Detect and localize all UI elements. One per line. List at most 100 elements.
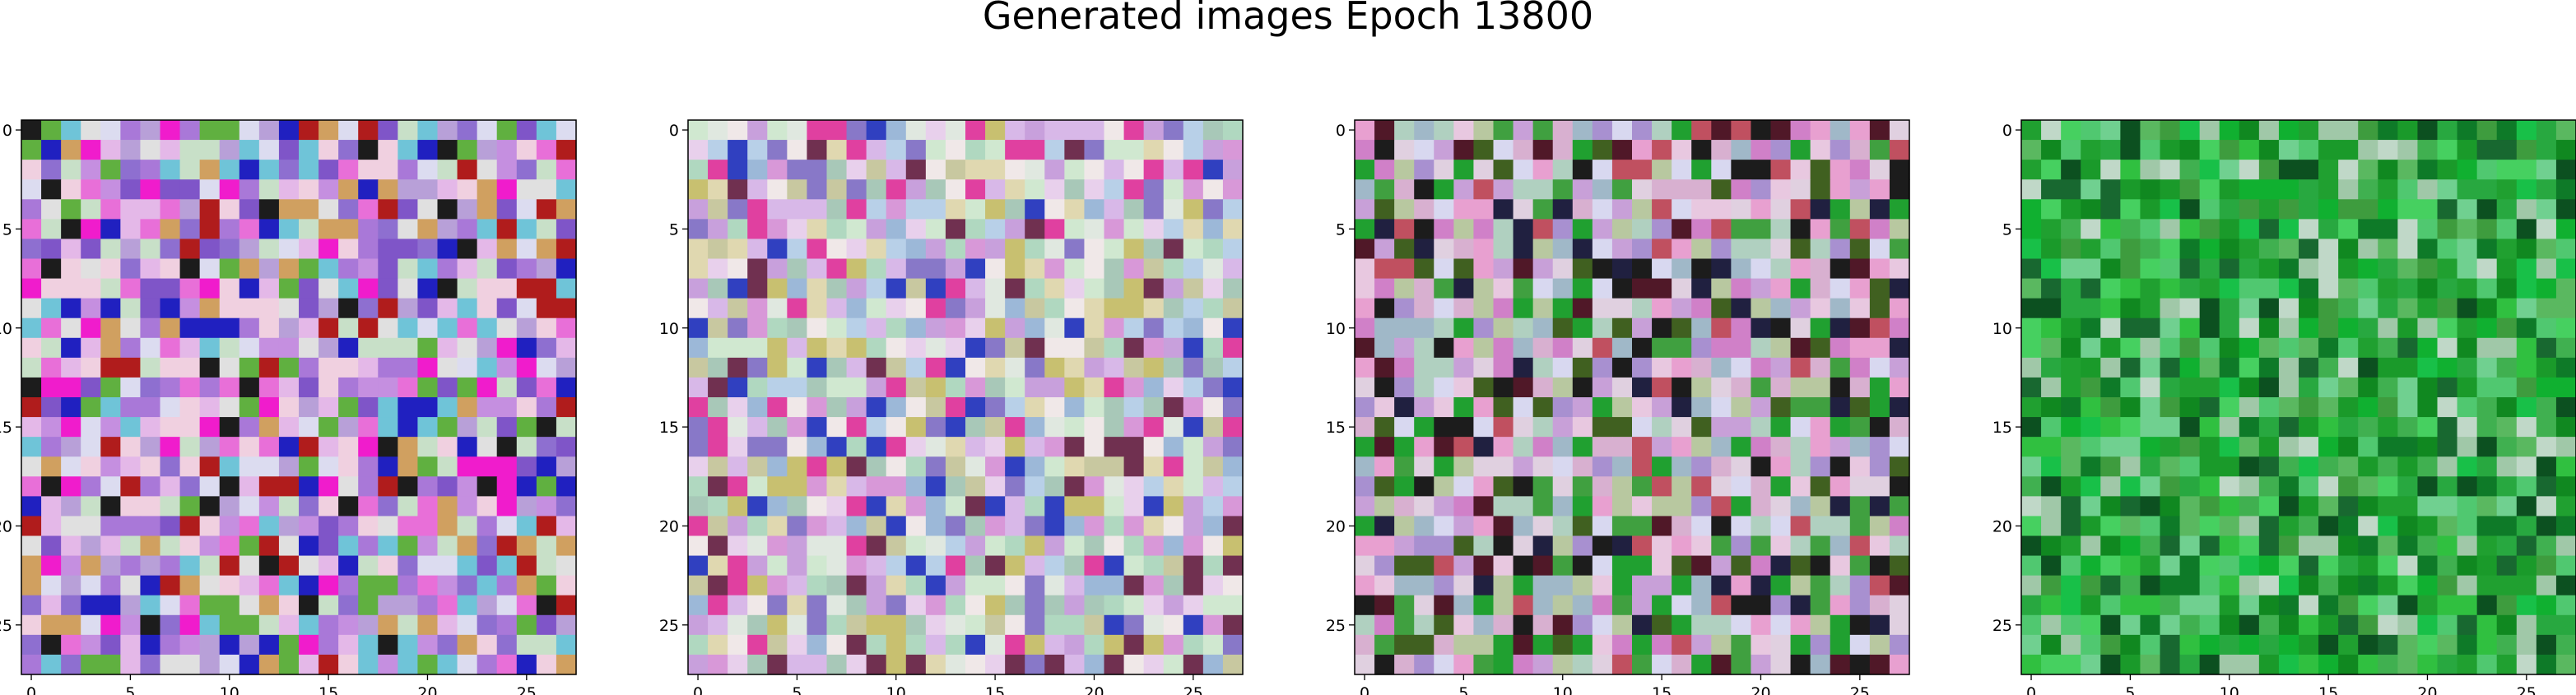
pixel-cell: [299, 120, 319, 141]
pixel-cell: [1025, 595, 1045, 616]
pixel-cell: [1731, 595, 1752, 616]
pixel-cell: [1770, 239, 1792, 260]
pixel-cell: [516, 535, 537, 557]
pixel-cell: [1044, 219, 1065, 240]
y-tick-label: 20: [0, 517, 12, 535]
pixel-cell: [1064, 278, 1086, 299]
pixel-cell: [2397, 377, 2419, 398]
pixel-cell: [728, 357, 748, 378]
pixel-cell: [140, 397, 161, 418]
pixel-cell: [516, 476, 537, 497]
pixel-cell: [866, 595, 887, 616]
pixel-cell: [1473, 575, 1495, 596]
pixel-cell: [1493, 476, 1514, 497]
pixel-cell: [2021, 317, 2042, 339]
pixel-cell: [516, 239, 537, 260]
pixel-cell: [1104, 516, 1125, 537]
pixel-cell: [1830, 397, 1851, 418]
pixel-cell: [708, 417, 728, 438]
pixel-cell: [708, 199, 728, 220]
pixel-cell: [1123, 179, 1145, 200]
pixel-cell: [1163, 298, 1184, 319]
pixel-cell: [2516, 298, 2537, 319]
pixel-cell: [1672, 456, 1692, 477]
pixel-cell: [688, 317, 709, 339]
pixel-cell: [278, 160, 300, 180]
pixel-cell: [1104, 634, 1125, 656]
pixel-cell: [2496, 258, 2518, 280]
pixel-cell: [239, 317, 260, 339]
pixel-cell: [2457, 456, 2478, 477]
pixel-cell: [1552, 120, 1574, 141]
pixel-cell: [1592, 516, 1613, 537]
pixel-cell: [1355, 258, 1375, 280]
pixel-cell: [1731, 456, 1752, 477]
pixel-cell: [1183, 179, 1204, 200]
pixel-cell: [1652, 179, 1672, 200]
pixel-cell: [1434, 377, 1454, 398]
pixel-cell: [1355, 417, 1375, 438]
pixel-cell: [2061, 298, 2081, 319]
pixel-cell: [1849, 555, 1871, 577]
pixel-cell: [826, 417, 848, 438]
pixel-cell: [1652, 456, 1672, 477]
pixel-cell: [2358, 160, 2378, 180]
pixel-cell: [2318, 476, 2339, 497]
pixel-cell: [2021, 397, 2042, 418]
pixel-cell: [1532, 160, 1554, 180]
pixel-cell: [2516, 317, 2537, 339]
pixel-cell: [2278, 219, 2299, 240]
pixel-cell: [2239, 634, 2260, 656]
pixel-cell: [1889, 219, 1910, 240]
pixel-cell: [1830, 199, 1851, 220]
pixel-cell: [846, 179, 867, 200]
pixel-cell: [1513, 140, 1534, 160]
pixel-cell: [179, 219, 201, 240]
pixel-cell: [1552, 357, 1574, 378]
pixel-cell: [1552, 239, 1574, 260]
pixel-cell: [319, 258, 339, 280]
pixel-cell: [2476, 219, 2498, 240]
pixel-cell: [886, 357, 907, 378]
pixel-cell: [965, 535, 986, 557]
y-tick-label: 20: [1326, 517, 1346, 535]
pixel-cell: [319, 397, 339, 418]
pixel-cell: [1751, 634, 1772, 656]
pixel-cell: [1770, 634, 1792, 656]
pixel-cell: [1632, 298, 1653, 319]
pixel-cell: [41, 160, 62, 180]
pixel-cell: [2338, 337, 2359, 359]
pixel-cell: [2081, 219, 2101, 240]
pixel-cell: [807, 337, 828, 359]
pixel-cell: [398, 575, 419, 596]
pixel-cell: [1532, 140, 1554, 160]
pixel-cell: [556, 120, 577, 141]
pixel-cell: [1711, 357, 1732, 378]
pixel-cell: [886, 179, 907, 200]
pixel-cell: [358, 476, 379, 497]
pixel-cell: [437, 377, 458, 398]
pixel-cell: [120, 199, 142, 220]
pixel-cell: [1830, 377, 1851, 398]
pixel-cell: [925, 397, 946, 418]
pixel-cell: [787, 298, 808, 319]
pixel-cell: [925, 120, 946, 141]
pixel-cell: [2041, 120, 2062, 141]
pixel-cell: [1493, 199, 1514, 220]
pixel-cell: [2476, 160, 2498, 180]
pixel-cell: [100, 516, 121, 537]
pixel-cell: [536, 476, 557, 497]
pixel-cell: [2516, 377, 2537, 398]
pixel-cell: [1592, 397, 1613, 418]
pixel-cell: [2299, 397, 2319, 418]
pixel-cell: [1044, 377, 1065, 398]
pixel-cell: [1374, 160, 1395, 180]
pixel-cell: [1810, 317, 1831, 339]
pixel-cell: [1552, 634, 1574, 656]
pixel-cell: [140, 535, 161, 557]
pixel-cell: [2338, 377, 2359, 398]
pixel-cell: [2021, 476, 2042, 497]
pixel-cell: [1869, 417, 1890, 438]
pixel-cell: [2536, 614, 2557, 636]
pixel-cell: [1143, 437, 1165, 457]
